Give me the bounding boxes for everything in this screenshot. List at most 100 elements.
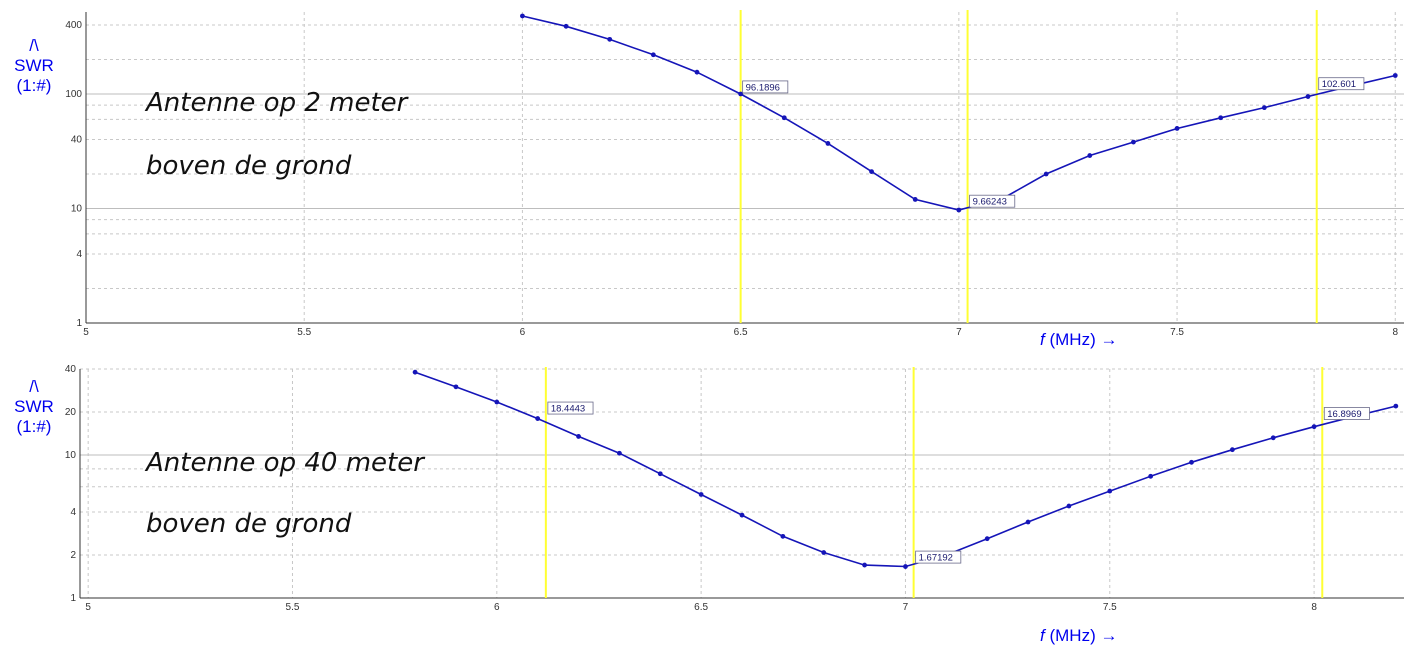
data-point bbox=[520, 13, 525, 19]
y-tick-label: 4 bbox=[70, 507, 76, 518]
data-point bbox=[1131, 139, 1136, 145]
data-point bbox=[862, 562, 867, 568]
marker-value-label: 16.8969 bbox=[1327, 409, 1361, 420]
data-point bbox=[1229, 447, 1235, 453]
data-point bbox=[1218, 115, 1224, 121]
marker-value-label: 9.66243 bbox=[973, 197, 1007, 208]
data-point bbox=[825, 141, 831, 146]
data-point bbox=[1261, 105, 1267, 111]
data-point bbox=[738, 91, 744, 97]
data-point bbox=[1087, 153, 1093, 158]
data-point bbox=[1189, 459, 1194, 465]
marker-value-label: 102.601 bbox=[1322, 79, 1356, 90]
data-point bbox=[1066, 503, 1072, 509]
x-tick-label: 7.5 bbox=[1103, 602, 1117, 613]
x-axis-symbol: f bbox=[1040, 330, 1045, 349]
data-point bbox=[1025, 519, 1031, 525]
x-tick-label: 5 bbox=[83, 327, 89, 338]
data-point bbox=[781, 115, 787, 121]
y-tick-label: 1 bbox=[70, 593, 76, 604]
grid bbox=[80, 368, 1404, 598]
data-point bbox=[869, 169, 874, 174]
x-tick-label: 5.5 bbox=[286, 602, 300, 613]
x-tick-label: 5 bbox=[85, 602, 91, 613]
data-point bbox=[1392, 73, 1398, 78]
marker-value-box bbox=[1318, 77, 1365, 91]
marker-value-label: 96.1896 bbox=[746, 82, 780, 93]
marker-value-box bbox=[547, 401, 594, 415]
data-point bbox=[657, 471, 663, 477]
data-point bbox=[780, 533, 786, 539]
y-axis-name: SWR bbox=[14, 397, 54, 416]
x-tick-label: 6 bbox=[520, 327, 526, 338]
data-point bbox=[563, 23, 569, 29]
data-point bbox=[698, 492, 704, 497]
y-axis-label: /\ SWR (1:#) bbox=[4, 36, 64, 96]
data-point bbox=[821, 550, 827, 555]
y-tick-label: 2 bbox=[70, 550, 76, 561]
y-tick-label: 10 bbox=[65, 450, 77, 461]
x-tick-label: 7.5 bbox=[1170, 327, 1184, 338]
y-axis-unit: (1:#) bbox=[16, 417, 52, 436]
marker-value-label: 18.4443 bbox=[551, 404, 585, 415]
data-point bbox=[1174, 126, 1180, 131]
annotation-line-1: Antenne op 40 meter bbox=[146, 448, 424, 478]
y-tick-label: 10 bbox=[71, 203, 83, 214]
data-point bbox=[650, 52, 656, 58]
x-tick-label: 8 bbox=[1392, 327, 1398, 338]
data-point bbox=[453, 384, 459, 390]
y-tick-label: 400 bbox=[65, 20, 82, 31]
x-axis-unit: (MHz) bbox=[1049, 626, 1096, 645]
grid bbox=[86, 12, 1404, 323]
data-point bbox=[956, 207, 962, 213]
y-tick-label: 100 bbox=[65, 89, 82, 100]
annotation-line-2: boven de grond bbox=[146, 509, 352, 539]
marker-value-box bbox=[915, 550, 962, 564]
data-point bbox=[607, 36, 613, 42]
y-tick-label: 40 bbox=[71, 135, 83, 146]
marker-value-box bbox=[1323, 407, 1370, 420]
x-axis-label: f (MHz) → bbox=[1040, 330, 1117, 350]
y-axis-arrow: /\ bbox=[29, 377, 39, 396]
data-point bbox=[1305, 94, 1311, 99]
data-point bbox=[739, 512, 745, 518]
data-point bbox=[984, 536, 990, 542]
x-tick-label: 7 bbox=[903, 602, 909, 613]
y-tick-label: 20 bbox=[65, 407, 77, 418]
x-tick-label: 6.5 bbox=[734, 327, 748, 338]
data-point bbox=[903, 564, 908, 569]
data-point bbox=[912, 197, 918, 202]
data-point bbox=[617, 450, 622, 456]
swr-chart-2m-plot: 5 5.5 6 6.5 7 7.5 8 1 4 10 40 100 400 96.1896 9.66243 1… bbox=[65, 10, 1404, 338]
data-point bbox=[494, 399, 500, 405]
data-point bbox=[694, 69, 700, 75]
annotation-line-1: Antenne op 2 meter bbox=[146, 88, 408, 118]
y-axis-unit: (1:#) bbox=[16, 76, 52, 95]
x-tick-label: 6 bbox=[494, 602, 500, 613]
x-tick-label: 8 bbox=[1311, 602, 1317, 613]
swr-chart-2m: 5 5.5 6 6.5 7 7.5 8 1 4 10 40 100 400 96.1896 9.66243 1… bbox=[4, 10, 1404, 350]
y-tick-label: 1 bbox=[76, 318, 82, 329]
data-point bbox=[1311, 424, 1317, 430]
y-axis-label: /\ SWR (1:#) bbox=[4, 377, 64, 437]
data-point bbox=[1043, 171, 1049, 177]
marker-value-label: 1.67192 bbox=[919, 553, 953, 564]
x-axis-arrow: → bbox=[1100, 626, 1118, 645]
data-point bbox=[1393, 403, 1399, 409]
marker-value-box bbox=[742, 80, 789, 94]
data-point bbox=[576, 434, 581, 439]
swr-chart-40m: 5 5.5 6 6.5 7 7.5 8 1 2 4 10 20 40 18.4443 1.67192 16.8… bbox=[0, 352, 1413, 646]
y-tick-label: 4 bbox=[76, 249, 82, 260]
y-axis-arrow: /\ bbox=[29, 36, 39, 55]
x-tick-label: 7 bbox=[956, 327, 962, 338]
x-tick-label: 6.5 bbox=[694, 602, 708, 613]
swr-chart-40m-plot: 5 5.5 6 6.5 7 7.5 8 1 2 4 10 20 40 18.4443 1.67192 16.8… bbox=[65, 364, 1404, 613]
x-axis-arrow: → bbox=[1100, 330, 1118, 349]
x-axis-symbol: f bbox=[1040, 626, 1045, 645]
x-axis-label: f (MHz) → bbox=[1040, 626, 1117, 646]
data-point bbox=[412, 369, 418, 375]
data-point bbox=[1148, 473, 1154, 479]
x-axis-unit: (MHz) bbox=[1049, 330, 1096, 349]
marker-value-box bbox=[969, 194, 1016, 208]
y-axis-name: SWR bbox=[14, 56, 54, 75]
